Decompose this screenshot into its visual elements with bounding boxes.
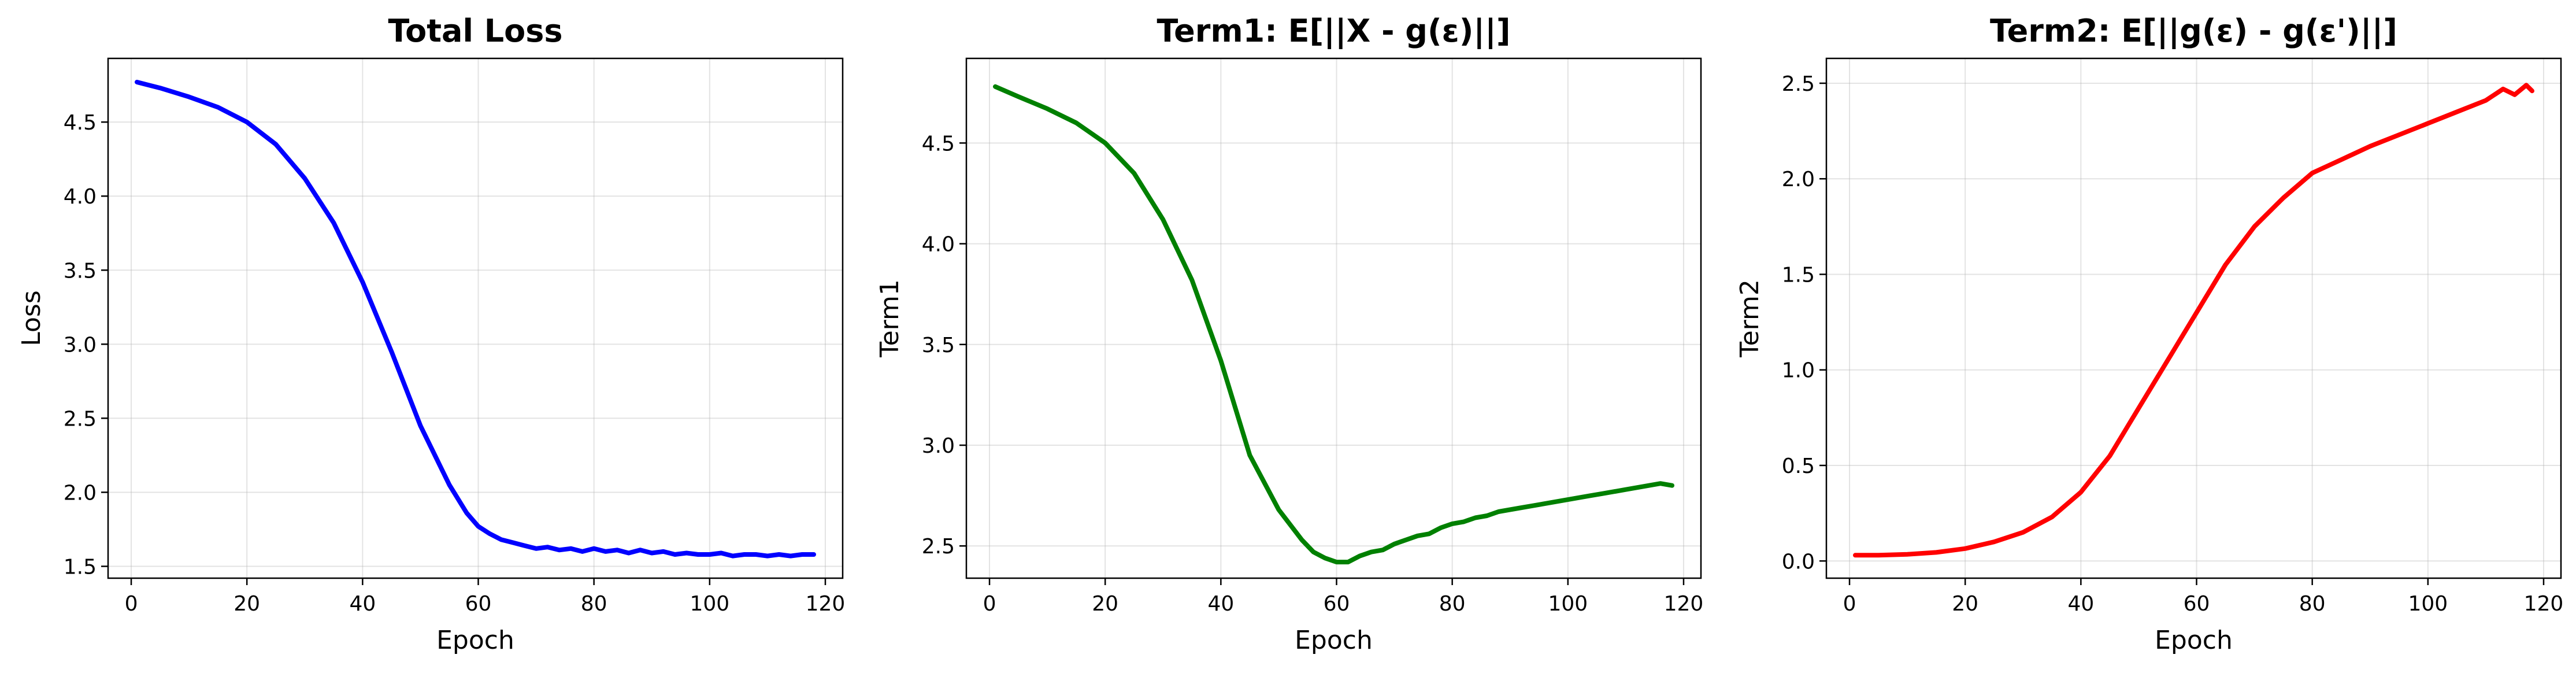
x-tick-label: 60 (2184, 592, 2210, 616)
chart-title: Total Loss (388, 13, 562, 49)
y-axis-label: Term2 (1735, 279, 1765, 358)
series-line (135, 80, 816, 559)
x-tick-label: 100 (690, 592, 729, 616)
y-tick-label: 2.5 (922, 535, 955, 559)
x-tick-label: 20 (233, 592, 260, 616)
plot-area (108, 58, 843, 578)
series-line (1853, 83, 2534, 558)
y-tick-label: 0.0 (1782, 550, 1815, 574)
x-tick-label: 60 (1324, 592, 1350, 616)
chart-title: Term1: E[||X - g(ε)||] (1157, 13, 1510, 49)
x-tick-label: 80 (581, 592, 607, 616)
x-tick-label: 0 (125, 592, 138, 616)
y-tick-label: 2.0 (64, 481, 97, 505)
y-tick-label: 2.5 (64, 407, 97, 431)
y-tick-label: 4.0 (922, 233, 955, 257)
axes-frame (107, 57, 844, 579)
y-tick-label: 2.5 (1782, 72, 1815, 96)
chart-1: 0 20 40 60 80 100 120 1.5 2.0 2.5 3.0 3.5 4.0 4.5 Tota… (17, 13, 845, 655)
x-axis-label: Epoch (1295, 626, 1373, 655)
chart-3: 0 20 40 60 80 100 120 0.0 0.5 1.0 1.5 2.0 2.5 Term2: … (1735, 13, 2563, 655)
x-tick-label: 20 (1092, 592, 1118, 616)
plot-area (966, 58, 1701, 578)
y-tick-label: 2.0 (1782, 168, 1815, 191)
x-tick-label: 100 (2408, 592, 2448, 616)
x-tick-label: 80 (1439, 592, 1466, 616)
y-tick-label: 3.0 (64, 333, 97, 357)
y-tick-label: 1.5 (64, 556, 97, 579)
y-tick-label: 3.5 (922, 334, 955, 357)
y-axis-label: Term1 (875, 279, 905, 358)
x-tick-label: 20 (1952, 592, 1978, 616)
x-tick-label: 60 (465, 592, 492, 616)
x-tick-label: 80 (2299, 592, 2326, 616)
y-tick-label: 4.5 (922, 132, 955, 156)
y-tick-label: 4.0 (64, 185, 97, 209)
axes-frame (1825, 57, 2562, 579)
x-tick-label: 120 (806, 592, 846, 616)
y-tick-label: 1.5 (1782, 263, 1815, 287)
x-tick-label: 120 (2524, 592, 2564, 616)
y-tick-label: 4.5 (64, 111, 97, 135)
chart-title: Term2: E[||g(ε) - g(ε')||] (1990, 13, 2397, 49)
y-tick-label: 0.5 (1782, 454, 1815, 478)
y-tick-label: 3.0 (922, 434, 955, 458)
x-tick-label: 100 (1548, 592, 1588, 616)
x-axis-label: Epoch (2155, 626, 2233, 655)
axes-frame (965, 57, 1702, 579)
x-tick-label: 0 (983, 592, 996, 616)
x-tick-label: 40 (1207, 592, 1234, 616)
chart-2: 0 20 40 60 80 100 120 2.5 3.0 3.5 4.0 4.5 Term1: E[|… (875, 13, 1703, 655)
series-line (993, 84, 1674, 565)
x-axis-label: Epoch (436, 626, 514, 655)
x-tick-label: 40 (349, 592, 376, 616)
x-tick-label: 0 (1843, 592, 1856, 616)
y-axis-label: Loss (17, 290, 46, 346)
x-tick-label: 120 (1664, 592, 1704, 616)
y-tick-label: 3.5 (64, 259, 97, 283)
x-tick-label: 40 (2067, 592, 2094, 616)
y-tick-label: 1.0 (1782, 359, 1815, 383)
